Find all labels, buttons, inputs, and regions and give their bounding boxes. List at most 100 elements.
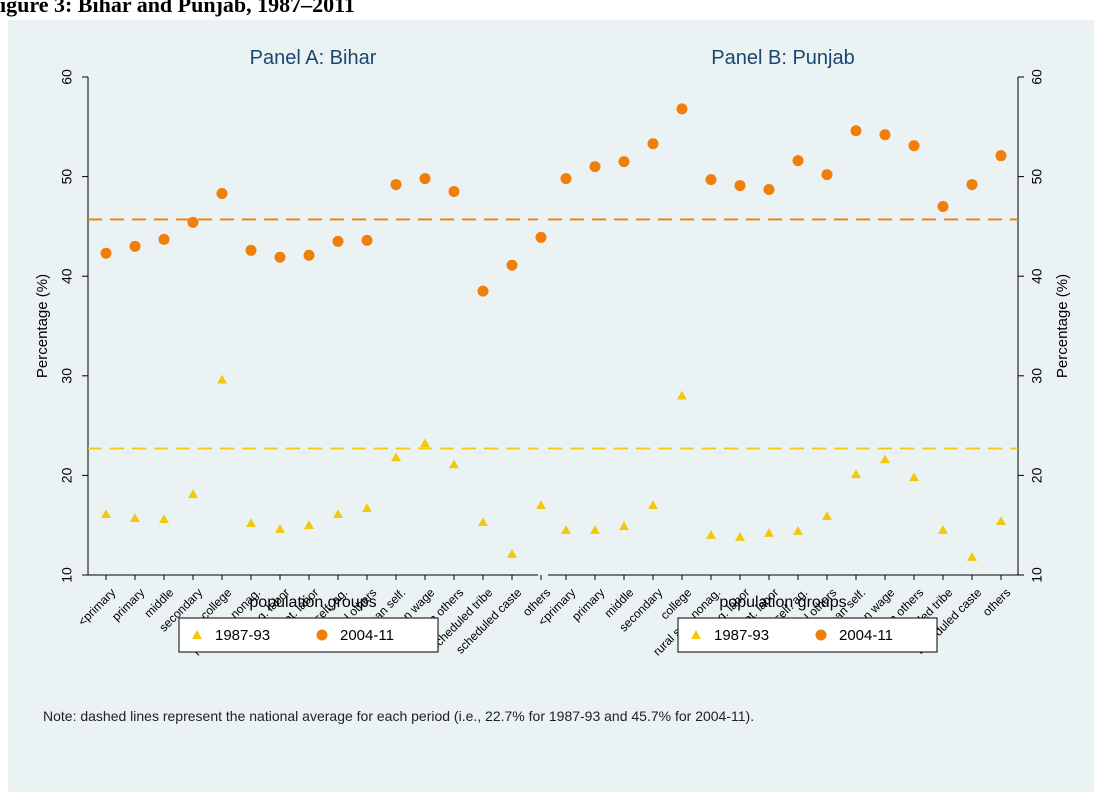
x-tick-label: primary [569, 585, 607, 623]
data-point-circle [560, 173, 572, 185]
data-point-triangle [536, 500, 546, 510]
data-point-circle [763, 184, 775, 196]
data-point-circle [216, 188, 228, 200]
y-tick-label: 20 [1029, 467, 1045, 483]
data-point-circle [245, 244, 257, 256]
data-point-circle [158, 233, 170, 245]
y-tick-label: 10 [59, 567, 75, 583]
data-point-circle [361, 234, 373, 246]
data-point-triangle [938, 525, 948, 534]
data-point-triangle [130, 513, 140, 522]
y-tick-label: 30 [1029, 368, 1045, 384]
y-tick-label: 20 [59, 467, 75, 483]
y-tick-label: 10 [1029, 567, 1045, 583]
data-point-triangle [304, 520, 314, 529]
y-tick-label: 60 [1029, 69, 1045, 85]
y-axis-label: Percentage (%) [34, 274, 51, 378]
x-tick-label: <primary [75, 585, 118, 628]
x-tick-label: primary [109, 585, 147, 623]
data-point-circle [274, 251, 286, 263]
data-point-triangle [590, 525, 600, 534]
y-tick-label: 60 [59, 69, 75, 85]
data-point-circle [100, 247, 112, 259]
data-point-triangle [478, 517, 488, 526]
data-point-circle [618, 156, 630, 168]
data-point-circle [966, 179, 978, 191]
data-point-triangle [362, 503, 372, 513]
y-tick-label: 40 [59, 268, 75, 284]
data-point-circle [908, 140, 920, 152]
chart-frame: Panel A: Bihar 10 20 30 40 50 60 Percentage (%)… [8, 20, 1094, 792]
y-tick-label: 40 [1029, 268, 1045, 284]
legend-box [677, 617, 938, 653]
legend-label: 1987-93 [714, 627, 769, 644]
data-point-circle [535, 231, 547, 243]
panel-title: Panel A: Bihar [250, 47, 377, 69]
data-point-circle [506, 259, 518, 271]
data-point-circle [879, 129, 891, 141]
data-point-circle [705, 174, 717, 186]
data-point-circle [332, 235, 344, 247]
data-point-triangle [246, 518, 256, 527]
data-point-circle [821, 169, 833, 181]
data-point-triangle [851, 469, 861, 479]
data-point-triangle [420, 438, 430, 448]
data-point-triangle [188, 489, 198, 499]
data-point-circle [187, 216, 199, 228]
data-point-circle [419, 173, 431, 185]
data-point-triangle [648, 500, 658, 510]
data-point-circle [647, 138, 659, 150]
legend-label: 2004-11 [839, 627, 893, 644]
legend-marker-circle [815, 629, 827, 641]
data-point-triangle [967, 552, 977, 561]
data-point-triangle [561, 525, 571, 534]
legend-label: 1987-93 [215, 627, 270, 644]
legend-marker-circle [316, 629, 328, 641]
data-point-circle [792, 155, 804, 167]
legend-label: 2004-11 [340, 627, 394, 644]
chart-canvas: Panel A: Bihar 10 20 30 40 50 60 Percentage (%)… [34, 47, 1071, 659]
data-point-circle [850, 125, 862, 137]
data-point-triangle [619, 521, 629, 530]
data-point-triangle [822, 511, 832, 520]
data-point-triangle [764, 528, 774, 537]
y-tick-label: 30 [59, 368, 75, 384]
data-point-triangle [275, 524, 285, 533]
data-point-triangle [391, 452, 401, 462]
page-title: igure 3: Bihar and Punjab, 1987–2011 [0, 0, 355, 17]
data-point-circle [129, 240, 141, 252]
data-point-circle [676, 103, 688, 115]
data-point-triangle [880, 454, 890, 464]
data-point-triangle [996, 516, 1006, 525]
x-axis-label: population groups [249, 594, 376, 611]
data-point-circle [448, 186, 460, 198]
x-tick-label: others [980, 585, 1013, 618]
x-axis-label: population groups [719, 594, 846, 611]
legend-marker-triangle [691, 630, 701, 639]
data-point-triangle [333, 509, 343, 518]
data-point-circle [937, 200, 949, 212]
data-point-triangle [159, 514, 169, 523]
data-point-triangle [507, 549, 517, 558]
y-tick-label: 50 [1029, 169, 1045, 185]
data-point-circle [390, 179, 402, 191]
data-point-triangle [677, 390, 687, 400]
panel-title: Panel B: Punjab [711, 47, 854, 69]
data-point-circle [589, 161, 601, 173]
legend-marker-triangle [192, 630, 202, 639]
data-point-triangle [706, 530, 716, 539]
data-point-triangle [101, 509, 111, 518]
footnote: Note: dashed lines represent the nationa… [43, 708, 755, 724]
data-point-triangle [909, 472, 919, 482]
data-point-triangle [449, 459, 459, 469]
data-point-circle [734, 180, 746, 192]
data-point-circle [995, 150, 1007, 162]
data-point-triangle [735, 532, 745, 541]
y-tick-label: 50 [59, 169, 75, 185]
data-point-triangle [217, 374, 227, 384]
y-axis-label: Percentage (%) [1054, 274, 1071, 378]
data-point-circle [477, 285, 489, 297]
legend-box [178, 617, 439, 653]
data-point-triangle [793, 526, 803, 535]
data-point-circle [303, 249, 315, 261]
